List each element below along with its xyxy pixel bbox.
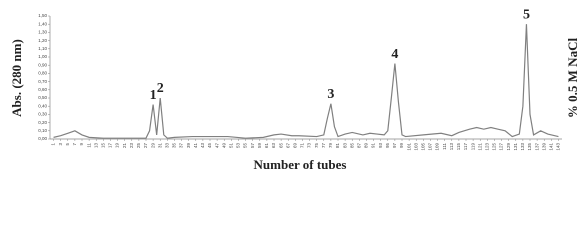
- x-tick-label: 83: [342, 143, 347, 149]
- x-tick-label: 87: [357, 143, 362, 149]
- x-tick-label: 73: [307, 143, 312, 149]
- x-tick-label: 79: [328, 143, 333, 149]
- x-tick-label: 65: [278, 143, 283, 149]
- line-series: [53, 24, 559, 139]
- y-tick-label: 0,20: [38, 120, 47, 125]
- x-tick-label: 121: [477, 143, 482, 151]
- x-tick-label: 27: [143, 143, 148, 149]
- y-tick-label: 0,30: [38, 112, 47, 117]
- x-tick-label: 69: [293, 143, 298, 149]
- x-tick-label: 49: [221, 143, 226, 149]
- x-tick-label: 37: [179, 143, 184, 149]
- x-tick-label: 43: [200, 143, 205, 149]
- x-tick-label: 127: [499, 143, 504, 151]
- x-tick-label: 135: [527, 143, 532, 151]
- x-tick-label: 3: [58, 143, 63, 146]
- x-tick-label: 15: [101, 143, 106, 149]
- x-tick-label: 107: [428, 143, 433, 151]
- y-tick-label: 0,60: [38, 87, 47, 92]
- x-tick-label: 25: [136, 143, 141, 149]
- y-tick-label: 0,00: [38, 136, 47, 141]
- y-tick-label: 1,40: [38, 21, 47, 26]
- x-tick-label: 45: [207, 143, 212, 149]
- y2-axis-title: % 0.5 M NaCl: [565, 38, 580, 119]
- x-tick-label: 7: [72, 143, 77, 146]
- peak-label: 1: [150, 88, 157, 103]
- x-tick-label: 111: [442, 143, 447, 150]
- x-tick-label: 95: [385, 143, 390, 149]
- x-tick-label: 129: [506, 143, 511, 151]
- x-tick-label: 141: [549, 143, 554, 151]
- x-tick-label: 21: [122, 143, 127, 149]
- x-tick-label: 5: [65, 143, 70, 146]
- x-tick-label: 13: [93, 143, 98, 149]
- x-tick-label: 105: [421, 143, 426, 151]
- x-tick-label: 99: [399, 143, 404, 149]
- x-tick-label: 35: [172, 143, 177, 149]
- x-tick-label: 61: [264, 143, 269, 149]
- x-tick-label: 115: [456, 143, 461, 151]
- x-tick-label: 31: [157, 143, 162, 149]
- x-tick-label: 81: [335, 143, 340, 149]
- x-tick-label: 57: [250, 143, 255, 149]
- x-tick-label: 77: [321, 143, 326, 149]
- peak-label: 3: [327, 87, 334, 102]
- x-tick-label: 97: [392, 143, 397, 149]
- x-tick-label: 19: [115, 143, 120, 149]
- y-axis-title: Abs. (280 nm): [9, 39, 24, 117]
- x-tick-label: 143: [556, 143, 561, 151]
- peak-label: 2: [157, 81, 164, 96]
- y-tick-label: 0,90: [38, 62, 47, 67]
- x-tick-label: 131: [513, 143, 518, 151]
- x-tick-label: 75: [314, 143, 319, 149]
- y-tick-label: 0,40: [38, 103, 47, 108]
- y-tick-label: 0,70: [38, 79, 47, 84]
- x-tick-label: 1: [51, 143, 56, 146]
- y-tick-label: 0,50: [38, 95, 47, 100]
- x-tick-label: 103: [413, 143, 418, 151]
- x-tick-label: 17: [108, 143, 113, 149]
- x-tick-label: 23: [129, 143, 134, 149]
- x-tick-label: 53: [236, 143, 241, 149]
- y-tick-label: 0,10: [38, 128, 47, 133]
- x-tick-label: 139: [541, 143, 546, 151]
- y-tick-label: 1,30: [38, 30, 47, 35]
- x-tick-label: 101: [406, 143, 411, 151]
- x-tick-label: 119: [470, 143, 475, 151]
- x-tick-label: 113: [449, 143, 454, 151]
- x-tick-label: 39: [186, 143, 191, 149]
- chart: Abs. (280 nm) % 0.5 M NaCl Number of tub…: [9, 7, 580, 172]
- x-tick-label: 71: [300, 143, 305, 149]
- x-tick-label: 29: [150, 143, 155, 149]
- x-tick-label: 93: [378, 143, 383, 149]
- y-tick-label: 1,00: [38, 54, 47, 59]
- x-tick-label: 41: [193, 143, 198, 149]
- x-tick-label: 85: [349, 143, 354, 149]
- x-tick-label: 51: [229, 143, 234, 149]
- y-tick-label: 1,20: [38, 38, 47, 43]
- x-tick-label: 33: [165, 143, 170, 149]
- x-tick-label: 89: [364, 143, 369, 149]
- x-tick-label: 133: [520, 143, 525, 151]
- x-tick-label: 109: [435, 143, 440, 151]
- x-tick-label: 63: [271, 143, 276, 149]
- x-tick-label: 117: [463, 143, 468, 151]
- x-tick-label: 9: [79, 143, 84, 146]
- y-tick-label: 0,80: [38, 71, 47, 76]
- y-tick-label: 1,10: [38, 46, 47, 51]
- x-tick-label: 55: [243, 143, 248, 149]
- x-tick-label: 137: [534, 143, 539, 151]
- x-tick-label: 67: [285, 143, 290, 149]
- peak-label: 4: [391, 47, 398, 62]
- x-tick-label: 59: [257, 143, 262, 149]
- y-tick-label: 1,50: [38, 13, 47, 18]
- x-axis-title: Number of tubes: [254, 157, 347, 172]
- x-tick-label: 123: [485, 143, 490, 151]
- peak-label: 5: [523, 7, 530, 22]
- x-tick-label: 125: [492, 143, 497, 151]
- x-tick-label: 47: [214, 143, 219, 149]
- x-tick-label: 91: [371, 143, 376, 149]
- x-tick-label: 11: [86, 143, 91, 148]
